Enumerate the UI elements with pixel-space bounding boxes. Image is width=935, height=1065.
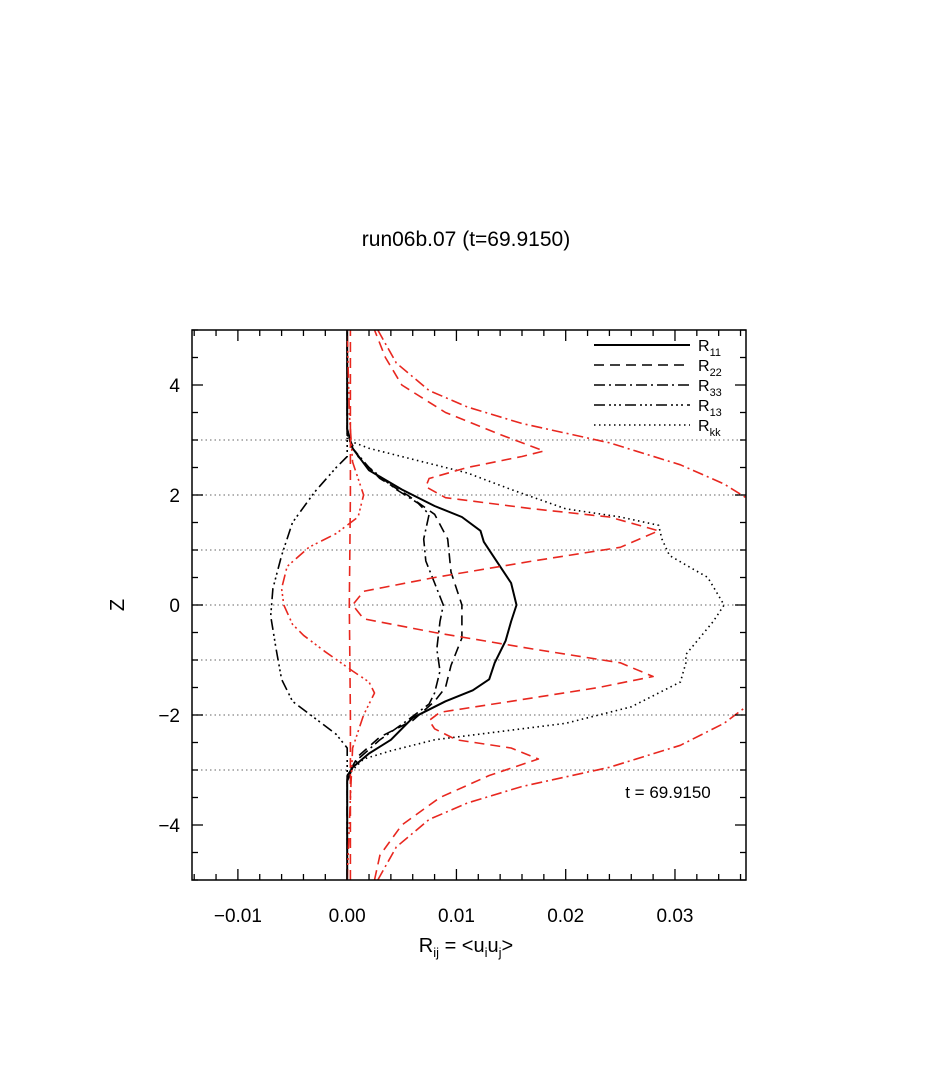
y-axis-label: Z: [107, 599, 129, 611]
y-tick-label: 4: [169, 376, 180, 397]
legend-label-3: R13: [698, 398, 722, 419]
plot-frame: [191, 329, 747, 881]
y-tick-label: −4: [158, 816, 180, 837]
series-line-1: [346, 330, 463, 880]
y-tick-label: 2: [169, 486, 180, 507]
legend-label-4: Rkk: [698, 418, 721, 439]
x-tick-label: 0.02: [547, 906, 584, 927]
series-line-5: [351, 330, 660, 880]
legend-label-1: R22: [698, 358, 722, 379]
y-tick-label: −2: [158, 706, 180, 727]
grid-lines: [192, 439, 746, 771]
y-tick-label: 0: [169, 596, 180, 617]
series-line-8: [280, 330, 376, 880]
legend-label-2: R33: [698, 378, 722, 399]
ticks: −0.01 0.00 0.01 0.02 0.03 −4 −2 0 2 4: [158, 329, 746, 927]
series-line-9: [348, 330, 352, 880]
series-line-0: [346, 330, 518, 880]
x-tick-label: 0.01: [438, 906, 475, 927]
time-annotation: t = 69.9150: [625, 783, 711, 802]
series-line-4: [346, 330, 725, 880]
series-line-7: [377, 330, 746, 499]
series-line-6: [377, 706, 746, 880]
series-layer: [269, 330, 746, 880]
chart-title: run06b.07 (t=69.9150): [362, 228, 570, 251]
series-line-2: [346, 330, 445, 880]
legend-label-0: R11: [698, 338, 721, 359]
x-axis-label: Rij = <uiuj>: [419, 935, 513, 960]
x-tick-label: 0.00: [329, 906, 366, 927]
series-line-3: [269, 330, 348, 880]
x-tick-label: 0.03: [656, 906, 693, 927]
x-tick-label: −0.01: [214, 906, 262, 927]
